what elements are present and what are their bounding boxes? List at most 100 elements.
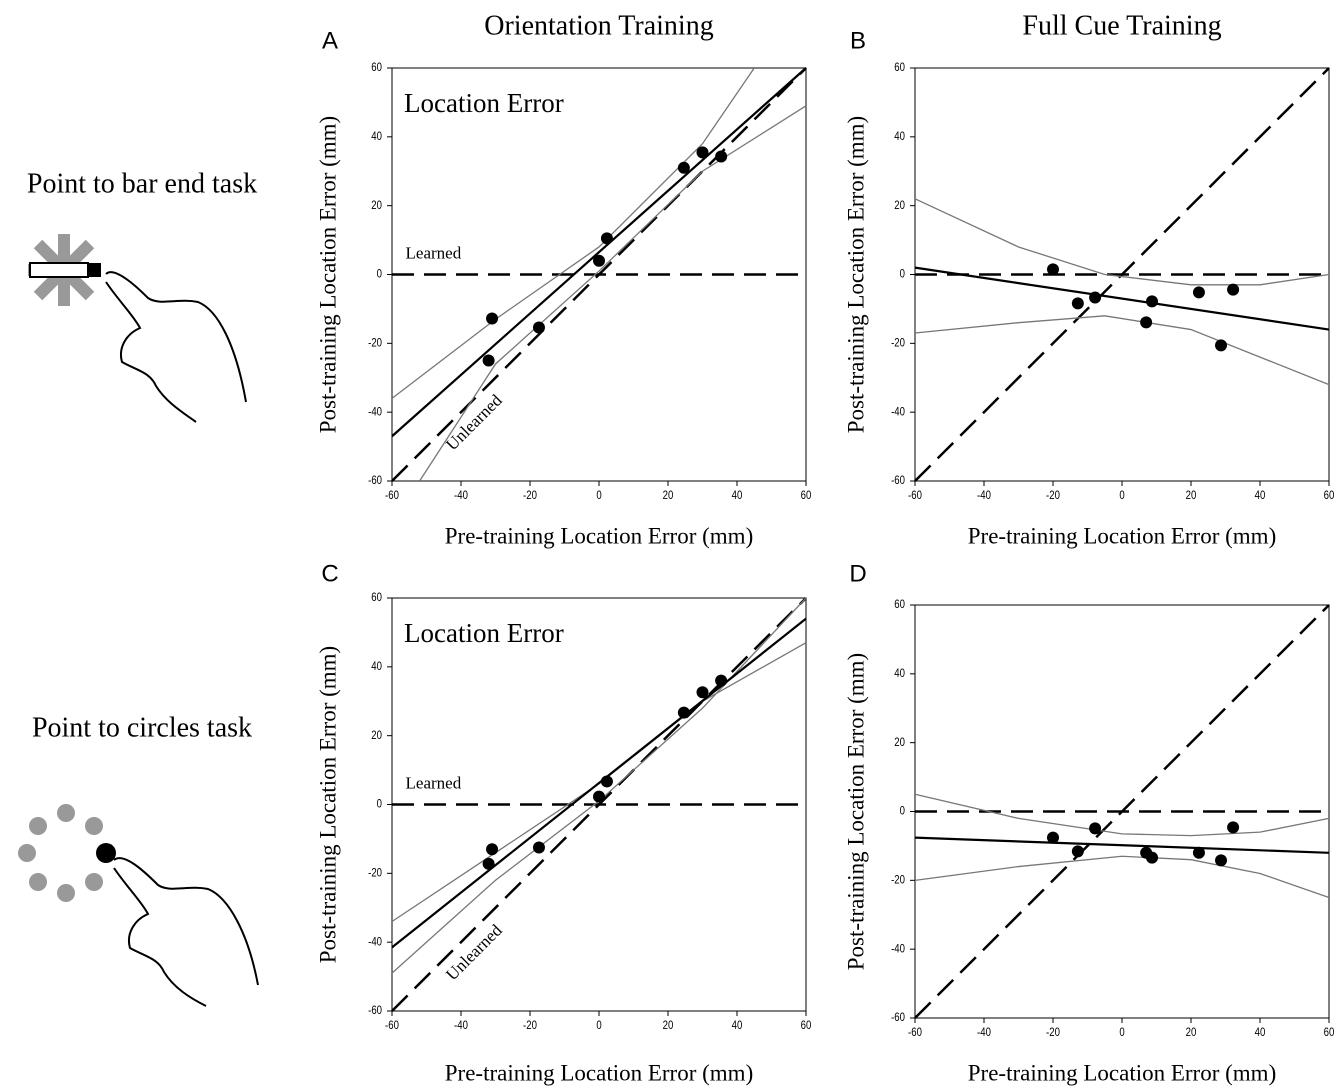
panel-letter: B [850,27,866,54]
x-axis-label: Pre-training Location Error (mm) [968,1060,1276,1085]
panel-letter: C [321,560,338,587]
column-title: Full Cue Training [1022,10,1221,41]
y-tick-label: 20 [894,736,905,749]
y-tick-label: -60 [368,474,382,487]
x-tick-label: 60 [1324,1026,1335,1039]
x-tick-label: -20 [523,489,537,502]
x-tick-label: 40 [732,489,743,502]
row-label: Point to circles task [32,712,252,743]
data-point [532,841,545,854]
x-tick-label: 60 [801,1019,812,1032]
bar-end [88,263,101,277]
y-tick-label: 20 [371,199,382,212]
y-tick-label: -40 [891,405,905,418]
y-tick-label: 60 [894,61,905,74]
x-tick-label: 40 [1255,489,1266,502]
reference-label: Learned [406,773,462,792]
y-tick-label: 0 [900,805,905,818]
annotation: Location Error [404,88,564,118]
x-tick-label: 0 [596,489,601,502]
x-tick-label: 20 [1186,1026,1197,1039]
reference-line [391,597,807,1012]
confidence-band [914,793,1330,837]
y-tick-label: 40 [894,667,905,680]
data-point [1071,297,1084,310]
x-tick-label: 20 [663,489,674,502]
data-point [1047,831,1059,844]
annotation: Location Error [404,618,564,648]
bar [29,262,89,278]
y-tick-label: 20 [371,729,382,742]
y-axis-label: Post-training Location Error (mm) [843,116,868,433]
data-point [593,790,605,803]
row-label: Point to bar end task [27,168,257,199]
confidence-band [391,67,755,399]
reference-line [914,604,1330,1019]
y-axis-label: Post-training Location Error (mm) [315,646,340,963]
y-axis-label: Post-training Location Error (mm) [315,116,340,433]
x-tick-label: 20 [663,1019,674,1032]
y-tick-label: 40 [371,130,382,143]
data-point [482,354,495,367]
data-point [1089,822,1102,835]
y-tick-label: 40 [371,660,382,673]
data-point [1146,295,1159,308]
data-point [1227,821,1240,834]
data-point [532,321,545,334]
x-tick-label: 20 [1186,489,1197,502]
y-tick-label: 40 [894,130,905,143]
x-tick-label: -20 [523,1019,537,1032]
y-tick-label: 0 [900,268,905,281]
reference-label: Learned [406,243,462,262]
panel-letter: A [322,27,338,54]
y-tick-label: -20 [891,874,905,887]
x-tick-label: 0 [1119,1026,1124,1039]
x-tick-label: -20 [1046,489,1060,502]
x-tick-label: 60 [1324,489,1335,502]
y-tick-label: -40 [368,405,382,418]
y-tick-label: -20 [368,867,382,880]
confidence-band [419,105,807,482]
y-tick-label: -20 [368,337,382,350]
y-tick-label: -60 [368,1004,382,1017]
x-tick-label: -40 [454,1019,468,1032]
x-tick-label: -60 [908,1026,922,1039]
y-tick-label: 0 [377,268,382,281]
hand [113,857,259,1007]
panel-letter: D [849,560,866,587]
y-tick-label: -40 [368,935,382,948]
y-tick-label: 0 [377,798,382,811]
fit-line [914,266,1330,331]
data-point [1192,846,1205,859]
reference-line [914,67,1330,482]
x-axis-label: Pre-training Location Error (mm) [445,1060,753,1085]
data-point [1215,854,1228,867]
data-point [593,254,605,267]
y-tick-label: 60 [371,591,382,604]
data-point [715,150,728,163]
data-point [1192,286,1205,299]
fit-line [391,67,807,438]
data-point [1089,291,1102,304]
data-point [1071,845,1084,858]
x-tick-label: 40 [1255,1026,1266,1039]
y-tick-label: -20 [891,337,905,350]
y-tick-label: 20 [894,199,905,212]
x-axis-label: Pre-training Location Error (mm) [445,523,753,548]
fit-line [391,617,807,949]
data-point [1227,283,1240,296]
hand [105,271,247,423]
data-point [600,232,613,245]
y-tick-label: -60 [891,1011,905,1024]
x-tick-label: -60 [385,1019,399,1032]
data-point [715,674,728,687]
data-point [1146,851,1159,864]
data-point [696,686,709,699]
x-tick-label: 40 [732,1019,743,1032]
circles-icon [18,804,116,902]
x-tick-label: 60 [801,489,812,502]
y-tick-label: 60 [894,598,905,611]
y-tick-label: 60 [371,61,382,74]
